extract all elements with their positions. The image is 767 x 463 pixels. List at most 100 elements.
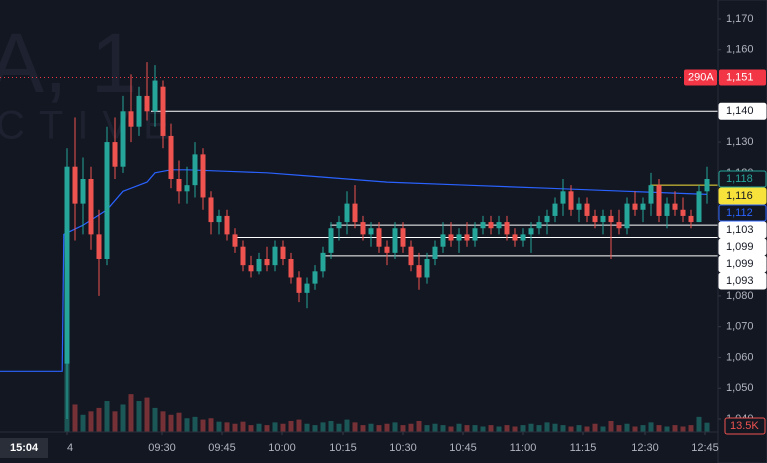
volume-bar	[264, 425, 270, 432]
y-tick-label: 1,070	[726, 321, 754, 333]
candle-body	[272, 246, 278, 266]
candle-body	[400, 228, 406, 247]
volume-bar	[280, 423, 286, 432]
candle-body	[536, 222, 542, 229]
candle-body	[448, 234, 454, 241]
candle-body	[504, 222, 510, 235]
candle-body	[560, 191, 566, 204]
volume-bar	[176, 412, 182, 432]
volume-bar	[224, 422, 230, 432]
volume-tag-label: 13.5K	[730, 420, 759, 432]
volume-bar	[408, 423, 414, 432]
volume-bar	[504, 425, 510, 432]
volume-bar	[72, 404, 78, 432]
candle-body	[592, 215, 598, 223]
candle-body	[576, 203, 582, 210]
volume-bar	[248, 425, 254, 432]
candle-body	[232, 234, 238, 247]
candle-body	[136, 95, 142, 127]
candle-body	[264, 259, 270, 266]
volume-bar	[320, 422, 326, 432]
candle-body	[392, 228, 398, 253]
alert-tag-label: 1,151	[726, 71, 754, 83]
candle-body	[160, 86, 166, 136]
volume-bar	[696, 416, 702, 432]
volume-bar	[512, 426, 518, 432]
candle-body	[496, 222, 502, 229]
candle-body	[424, 259, 430, 278]
candle-body	[680, 209, 686, 216]
candle-body	[632, 203, 638, 210]
volume-bar	[136, 401, 142, 432]
volume-bar	[552, 423, 558, 432]
candle-body	[120, 111, 126, 167]
price-tag	[718, 238, 767, 256]
candle-body	[408, 246, 414, 266]
volume-bar	[592, 423, 598, 432]
candle-body	[80, 179, 86, 204]
volume-bar	[304, 423, 310, 432]
volume-bar	[384, 423, 390, 432]
price-tag	[718, 255, 767, 273]
candle-body	[544, 215, 550, 223]
candle-body	[552, 203, 558, 216]
candle-body	[208, 197, 214, 223]
candle-body	[256, 259, 262, 272]
volume-bar	[472, 425, 478, 432]
candle-body	[472, 228, 478, 241]
volume-bar	[616, 425, 622, 432]
candle-body	[152, 80, 158, 112]
watermark: A, 1	[0, 16, 137, 110]
volume-bar	[664, 426, 670, 432]
volume-bar	[568, 426, 574, 432]
volume-bar	[88, 411, 94, 432]
x-tick-label: 09:45	[208, 442, 236, 454]
candle-body	[240, 246, 246, 266]
candle-body	[512, 234, 518, 241]
volume-bar	[192, 416, 198, 432]
volume-bar	[488, 425, 494, 432]
x-tick-label: 4	[67, 442, 73, 454]
candle-body	[64, 166, 70, 364]
candle-body	[72, 166, 78, 204]
candle-body	[192, 154, 198, 186]
volume-tag	[724, 417, 766, 435]
volume-bar	[632, 426, 638, 432]
volume-bar	[544, 422, 550, 432]
y-tick-label: 1,060	[726, 351, 754, 363]
volume-bar	[424, 425, 430, 432]
x-tick-label: 10:00	[268, 442, 296, 454]
price-tag-label: 1,099	[726, 241, 754, 253]
x-tick-label: 12:30	[631, 442, 659, 454]
candle-body	[656, 185, 662, 216]
volume-bar	[344, 419, 350, 432]
candle-body	[664, 203, 670, 216]
volume-bar	[128, 394, 134, 432]
candle-body	[688, 215, 694, 223]
volume-bar	[416, 420, 422, 432]
time-cursor-label: 15:04	[10, 442, 39, 454]
volume-bar	[144, 397, 150, 432]
candle-body	[128, 111, 134, 127]
candle-body	[520, 234, 526, 241]
candle-body	[184, 185, 190, 192]
price-tag-label: 1,112	[726, 207, 753, 219]
volume-bar	[368, 423, 374, 432]
alert-tag	[719, 69, 766, 86]
candle-body	[304, 283, 310, 293]
volume-bar	[648, 422, 654, 432]
candle-body	[312, 271, 318, 284]
candle-body	[568, 191, 574, 210]
alert-name-tag	[684, 69, 717, 86]
volume-bar	[464, 425, 470, 432]
x-tick-label: 11:15	[570, 442, 597, 454]
volume-bar	[216, 421, 222, 432]
volume-bar	[184, 418, 190, 432]
volume-bar	[432, 423, 438, 432]
candle-body	[616, 222, 622, 229]
volume-bar	[680, 426, 686, 432]
volume-bar	[272, 422, 278, 432]
x-tick-label: 09:30	[148, 442, 176, 454]
volume-bar	[456, 423, 462, 432]
volume-bar	[256, 423, 262, 432]
